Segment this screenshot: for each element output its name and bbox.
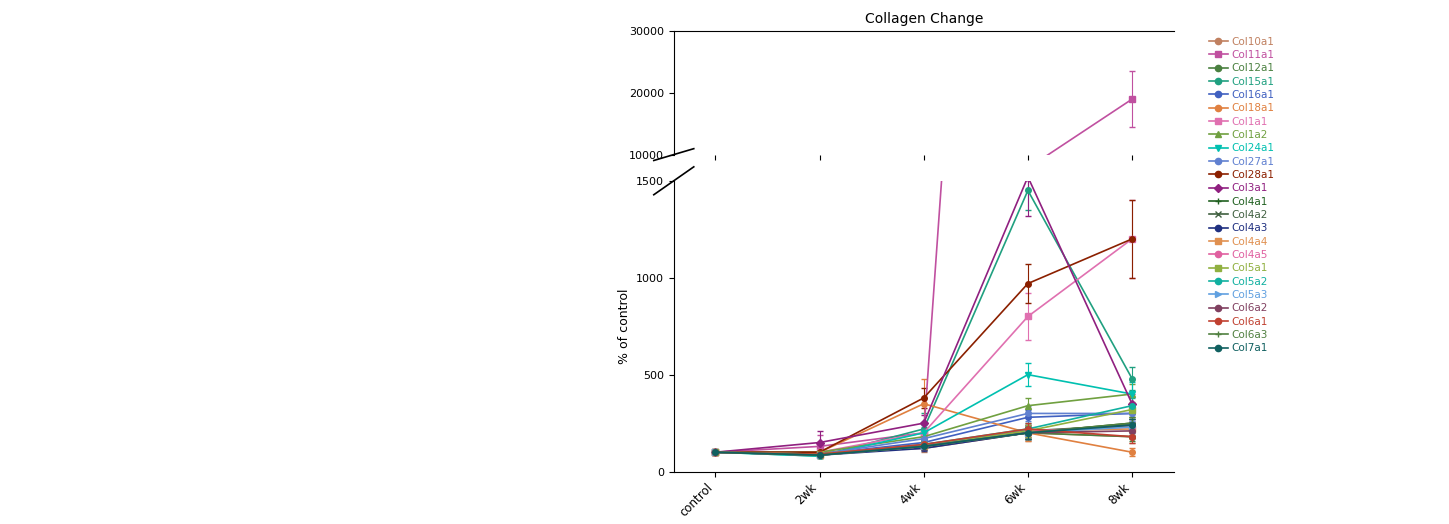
Y-axis label: % of control: % of control (617, 288, 630, 364)
Title: Collagen Change: Collagen Change (865, 12, 982, 26)
Legend: Col10a1, Col11a1, Col12a1, Col15a1, Col16a1, Col18a1, Col1a1, Col1a2, Col24a1, C: Col10a1, Col11a1, Col12a1, Col15a1, Col1… (1208, 37, 1275, 353)
